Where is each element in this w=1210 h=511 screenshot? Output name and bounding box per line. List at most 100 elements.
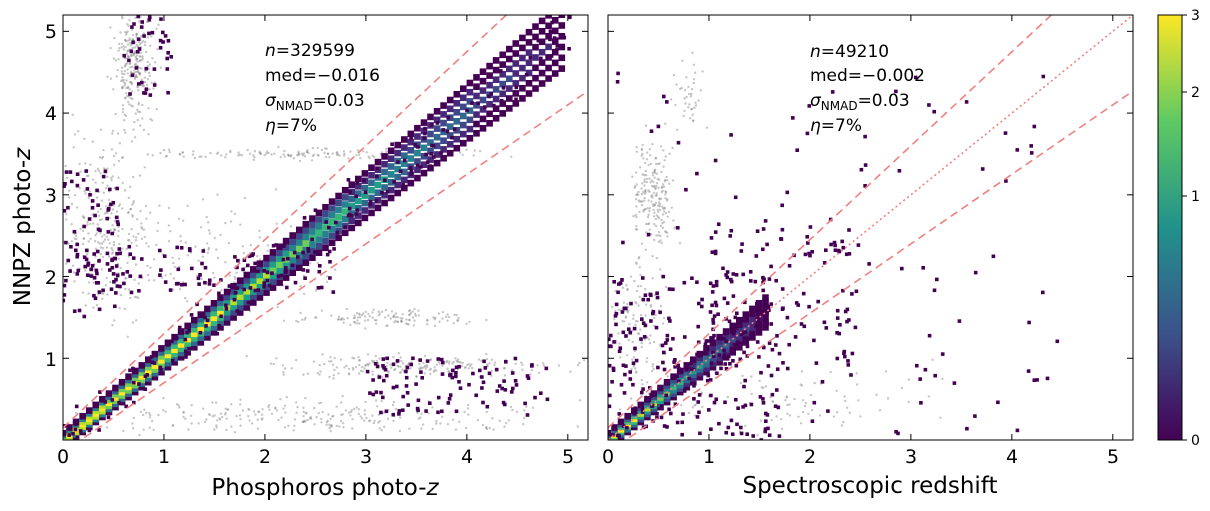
- right-sparse-point-30: [806, 241, 810, 245]
- left-sparse-point-487: [115, 251, 119, 256]
- left-outlier-point-603: [246, 148, 249, 152]
- left-outlier-point-775: [283, 367, 287, 370]
- left-sparse-point-348: [549, 54, 554, 58]
- left-density-cell-381: [420, 169, 428, 177]
- left-sparse-point-468: [183, 349, 188, 354]
- right-outlier-point-171: [637, 190, 640, 194]
- left-outlier-point-62: [124, 114, 128, 118]
- left-outlier-point-1096: [189, 414, 193, 417]
- left-outlier-point-336: [134, 239, 138, 242]
- left-outlier-point-863: [353, 357, 356, 360]
- left-sparse-point-365: [317, 269, 322, 274]
- left-sparse-point-464: [483, 366, 488, 370]
- left-density-cell-395: [433, 159, 441, 167]
- left-stat-eta: η=7%: [265, 116, 317, 136]
- left-density-cell-204: [250, 271, 257, 279]
- left-sparse-point-431: [404, 375, 409, 380]
- right-outlier-point-6: [664, 178, 667, 182]
- right-sparse-point-60: [614, 311, 619, 316]
- right-sparse-point-264: [722, 353, 727, 357]
- right-density-cell-122: [722, 354, 730, 361]
- right-sparse-point-307: [853, 325, 858, 330]
- right-sparse-point-379: [1032, 378, 1037, 382]
- left-outlier-point-700: [367, 312, 370, 316]
- right-sparse-point-277: [724, 430, 728, 435]
- left-outlier-point-134: [140, 67, 143, 70]
- right-outlier-point-425: [680, 404, 683, 407]
- right-sparse-point-202: [733, 315, 738, 320]
- left-density-cell-407: [440, 111, 447, 118]
- left-density-cell-355: [394, 173, 401, 181]
- right-sparse-point-79: [722, 348, 726, 353]
- right-sparse-point-164: [616, 290, 620, 295]
- left-sparse-point-358: [431, 144, 436, 148]
- left-outlier-point-159: [138, 72, 142, 75]
- right-stat-med: med=−0.002: [810, 66, 925, 86]
- right-density-cell-58: [657, 384, 664, 392]
- left-outlier-point-1252: [216, 256, 220, 260]
- left-sparse-point-304: [175, 245, 179, 250]
- right-outlier-point-82: [659, 234, 662, 238]
- left-sparse-point-61: [439, 357, 444, 362]
- right-sparse-point-336: [678, 369, 683, 373]
- left-outlier-point-186: [120, 46, 123, 49]
- right-outlier-point-57: [641, 143, 644, 147]
- right-sparse-point-398: [769, 373, 774, 378]
- right-outlier-point-101: [646, 207, 649, 210]
- left-sparse-point-232: [315, 211, 320, 216]
- left-outlier-point-64: [126, 30, 129, 33]
- left-outlier-point-811: [503, 374, 507, 377]
- left-outlier-point-880: [446, 367, 449, 370]
- left-outlier-point-842: [371, 361, 375, 364]
- left-sparse-point-493: [424, 409, 428, 413]
- left-density-cell-513: [538, 17, 546, 25]
- left-outlier-point-1271: [333, 268, 337, 271]
- left-outlier-point-160: [130, 104, 133, 107]
- left-outlier-point-649: [352, 317, 356, 320]
- right-sparse-point-299: [656, 124, 661, 129]
- left-sparse-point-130: [147, 15, 152, 19]
- left-sparse-point-57: [404, 369, 408, 374]
- left-outlier-point-643: [252, 158, 255, 161]
- left-sparse-point-9: [441, 360, 445, 365]
- left-sparse-point-458: [137, 382, 141, 386]
- left-outlier-point-272: [101, 247, 105, 250]
- left-outlier-point-892: [537, 371, 541, 375]
- right-sparse-point-110: [761, 247, 765, 252]
- right-outlier-point-367: [780, 418, 783, 421]
- right-outlier-point-12: [637, 199, 640, 202]
- left-density-cell-458: [492, 115, 500, 122]
- left-density-cell-132: [184, 335, 191, 343]
- left-sparse-point-26: [445, 129, 450, 134]
- left-sparse-point-77: [436, 395, 441, 400]
- left-density-cell-58: [112, 384, 119, 392]
- right-density-cell-154: [749, 315, 756, 322]
- left-sparse-point-427: [63, 283, 67, 288]
- left-density-cell-108: [164, 363, 172, 371]
- left-sparse-point-251: [137, 47, 142, 51]
- right-sparse-point-386: [731, 294, 736, 298]
- left-outlier-point-140: [126, 94, 129, 98]
- right-sparse-point-72: [692, 367, 696, 372]
- right-sparse-point-247: [643, 323, 648, 328]
- left-outlier-point-759: [400, 320, 403, 323]
- right-outlier-point-428: [818, 414, 822, 417]
- right-sparse-point-251: [627, 327, 631, 331]
- right-sparse-point-404: [622, 391, 627, 395]
- right-density-cell-120: [716, 338, 723, 345]
- right-stats-annotation: n=49210 med=−0.002 σNMAD=0.03 η=7%: [810, 42, 925, 136]
- left-sparse-point-22: [499, 98, 504, 103]
- left-sparse-point-353: [96, 227, 101, 232]
- left-density-cell-390: [427, 147, 434, 155]
- right-sparse-point-161: [695, 171, 699, 176]
- left-outlier-point-1149: [213, 414, 216, 417]
- left-density-cell-135: [184, 322, 191, 330]
- right-x-axis-title: Spectroscopic redshift: [742, 473, 997, 499]
- left-sparse-point-150: [377, 375, 382, 379]
- left-outlier-point-50: [136, 85, 139, 88]
- right-outlier-point-271: [631, 358, 634, 361]
- left-outlier-point-176: [139, 55, 142, 58]
- left-outlier-point-1307: [258, 236, 261, 239]
- left-density-cell-464: [492, 57, 500, 64]
- left-outlier-point-529: [311, 146, 315, 150]
